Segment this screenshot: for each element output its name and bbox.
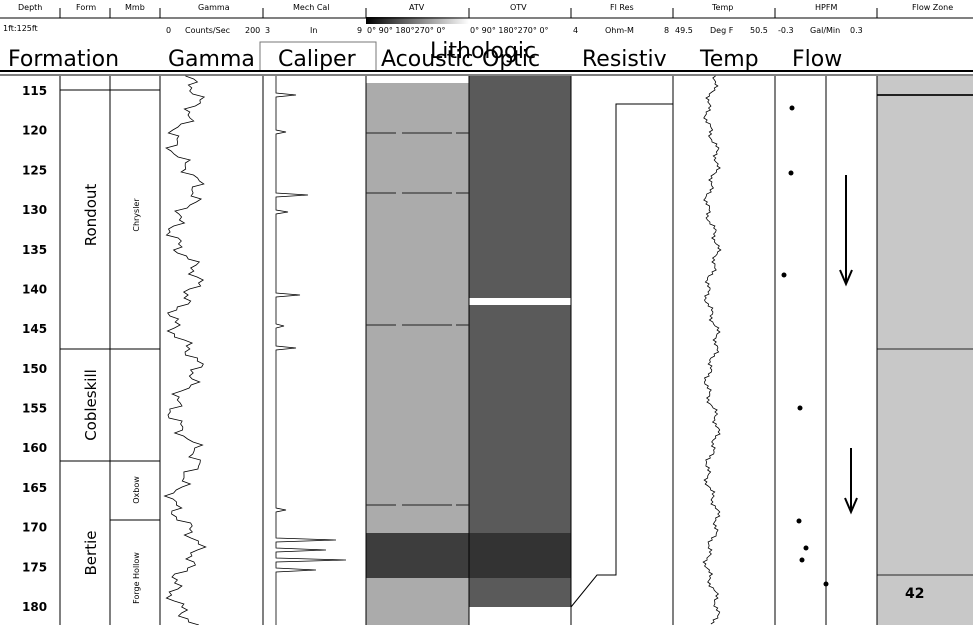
hpfm-point	[824, 582, 829, 587]
depth-label: 170	[22, 521, 47, 535]
formation-name: Rondout	[82, 184, 100, 247]
member-name: Forge Hollow	[132, 552, 141, 604]
formation-name: Cobleskill	[82, 369, 100, 441]
scale: In	[310, 26, 317, 35]
scale: 200	[245, 26, 260, 35]
depth-label: 145	[22, 322, 47, 336]
column-header: OTV	[510, 3, 527, 12]
track-title: Optic	[482, 47, 540, 72]
scale: 49.5	[675, 26, 693, 35]
column-header: ATV	[409, 3, 425, 12]
scale: 4	[573, 26, 578, 35]
otv-image	[469, 76, 571, 607]
column-header: Fl Res	[610, 3, 634, 12]
depth-label: 130	[22, 203, 47, 217]
scale: Counts/Sec	[185, 26, 230, 35]
hpfm-point	[782, 273, 787, 278]
column-header: Mech Cal	[293, 3, 330, 12]
flow-zone-label: 42	[905, 586, 924, 602]
scale: Deg F	[710, 26, 734, 35]
column-header: Form	[76, 3, 96, 12]
column-header: Temp	[711, 3, 733, 12]
column-header: Mmb	[125, 3, 145, 12]
depth-label: 150	[22, 362, 47, 376]
scale: -0.3	[778, 26, 794, 35]
depth-label: 125	[22, 163, 47, 177]
scale: Gal/Min	[810, 26, 840, 35]
log-viewer: Depth Form Mmb Gamma Mech Cal ATV OTV Fl…	[0, 0, 973, 625]
hpfm-point	[800, 558, 805, 563]
track-title: Formation	[8, 47, 119, 72]
track-title: Caliper	[278, 47, 357, 72]
depth-label: 135	[22, 243, 47, 257]
depth-label: 180	[22, 600, 47, 614]
hpfm-point	[789, 171, 794, 176]
track-title: Gamma	[168, 47, 255, 72]
column-header: Depth	[18, 3, 42, 12]
member-name: Oxbow	[132, 476, 141, 504]
hpfm-point	[804, 546, 809, 551]
scale: 0.3	[850, 26, 863, 35]
otv-gap	[469, 298, 571, 305]
depth-label: 160	[22, 441, 47, 455]
track-title: Flow	[792, 47, 842, 72]
scale: 0° 90° 180°270° 0°	[367, 26, 446, 35]
otv-fracture-zone	[469, 533, 571, 578]
column-header: HPFM	[815, 3, 837, 12]
depth-label: 115	[22, 84, 47, 98]
scale: 3	[265, 26, 270, 35]
flow-zone-fill	[877, 76, 973, 625]
atv-fracture-zone	[366, 533, 469, 578]
track-title: Temp	[699, 47, 759, 72]
hpfm-point	[798, 406, 803, 411]
scale: 0° 90° 180°270° 0°	[470, 26, 549, 35]
scale: 8	[664, 26, 669, 35]
depth-label: 175	[22, 560, 47, 574]
member-name: Chrysler	[132, 198, 141, 232]
scale: 1ft:125ft	[3, 24, 38, 33]
depth-label: 155	[22, 402, 47, 416]
column-header: Gamma	[198, 3, 230, 12]
scale: 9	[357, 26, 362, 35]
scale: 0	[166, 26, 171, 35]
formation-name: Bertie	[82, 531, 100, 576]
hpfm-point	[790, 106, 795, 111]
depth-label: 165	[22, 481, 47, 495]
scale: Ohm-M	[605, 26, 634, 35]
scale: 50.5	[750, 26, 768, 35]
depth-label: 140	[22, 282, 47, 296]
column-header: Flow Zone	[912, 3, 953, 12]
hpfm-point	[797, 519, 802, 524]
track-title: Resistiv	[582, 47, 667, 72]
depth-label: 120	[22, 124, 47, 138]
